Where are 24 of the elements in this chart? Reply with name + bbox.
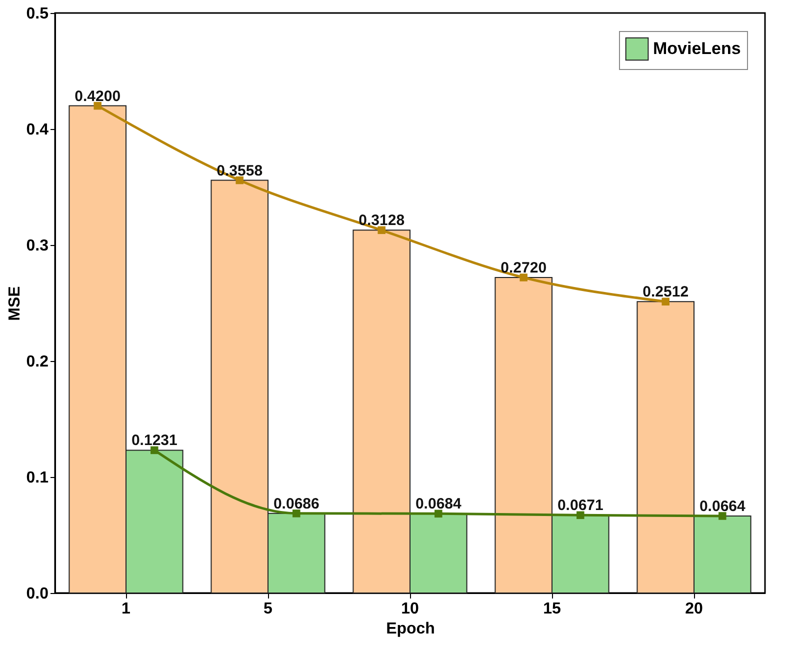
data-label: 0.0671 [557, 497, 604, 514]
data-label: 0.3128 [358, 212, 405, 230]
y-tick-label: 0.1 [26, 470, 49, 486]
y-tick-label: 0.4 [26, 122, 49, 138]
y-tick-label: 0.3 [26, 238, 49, 254]
data-label: 0.3558 [216, 162, 263, 180]
x-tick-label: 15 [543, 600, 561, 618]
x-tick-label: 5 [264, 600, 273, 618]
data-label: 0.0664 [699, 498, 746, 515]
x-tick-label: 20 [685, 600, 703, 618]
data-label: 0.4200 [74, 88, 121, 105]
data-label: 0.0684 [415, 496, 462, 513]
data-label: 0.0686 [273, 495, 320, 512]
legend-label: MovieLens [653, 39, 741, 58]
data-label: 0.1231 [131, 432, 178, 450]
y-tick-label: 0.5 [26, 6, 49, 22]
x-tick-label: 1 [122, 600, 131, 618]
data-label: 0.2512 [642, 284, 689, 301]
x-tick-label: 10 [401, 600, 419, 618]
data-label: 0.2720 [500, 259, 547, 276]
y-tick-label: 0.2 [26, 354, 49, 370]
y-tick-label: 0.0 [26, 586, 49, 602]
x-axis-title: Epoch [386, 620, 435, 638]
y-axis-title: MSE [6, 286, 24, 321]
